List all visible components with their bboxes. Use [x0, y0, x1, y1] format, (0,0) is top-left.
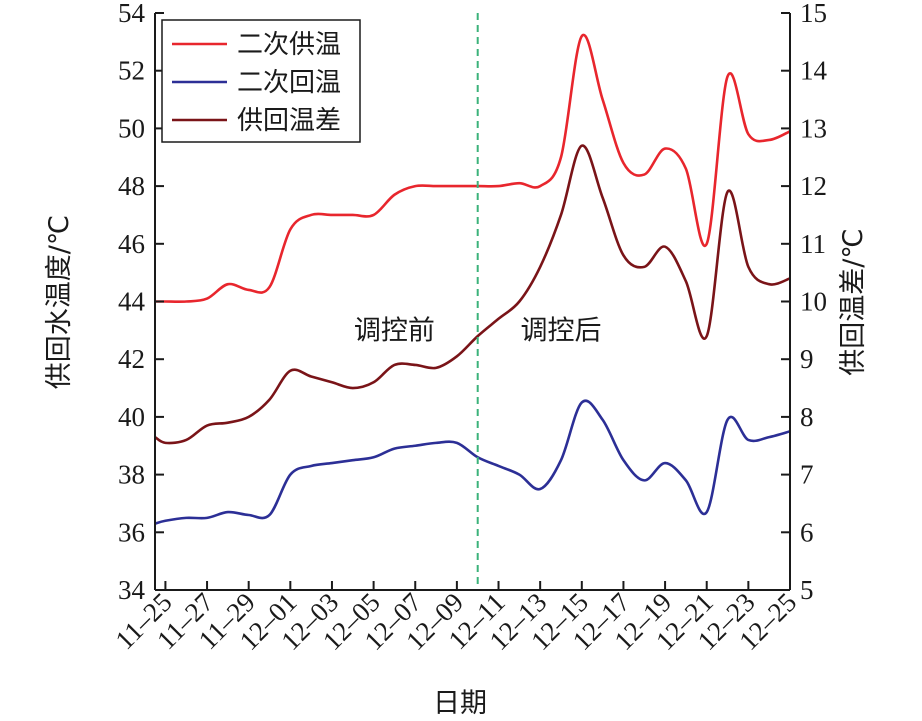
y-right-tick-label: 12 — [800, 171, 827, 201]
y-left-tick-label: 36 — [118, 517, 145, 547]
y-right-tick-label: 11 — [800, 229, 826, 259]
y-axis-right-title: 供回温差/℃ — [838, 228, 869, 375]
legend-label-1: 二次供温 — [237, 30, 341, 60]
y-right-tick-label: 15 — [800, 0, 827, 28]
annotation-1: 调控前 — [354, 315, 435, 346]
series-line-1 — [155, 33, 790, 304]
y-axis-left-title: 供回水温度/℃ — [44, 215, 75, 389]
y-right-tick-label: 6 — [800, 517, 814, 547]
legend-label-3: 供回温差 — [237, 106, 341, 136]
y-left-tick-label: 52 — [118, 56, 145, 86]
y-left-tick-label: 38 — [118, 460, 145, 490]
legend-label-2: 二次回温 — [237, 68, 341, 98]
y-right-tick-label: 10 — [800, 287, 827, 317]
y-left-tick-label: 46 — [118, 229, 145, 259]
series-line-3 — [155, 144, 790, 445]
y-right-tick-label: 9 — [800, 344, 814, 374]
series-group — [155, 33, 790, 525]
y-left-tick-label: 48 — [118, 171, 145, 201]
series-line-2 — [155, 399, 790, 525]
y-left-tick-label: 44 — [118, 287, 146, 317]
y-right-tick-label: 5 — [800, 575, 814, 605]
y-left-tick-label: 42 — [118, 344, 145, 374]
y-left-tick-label: 34 — [118, 575, 146, 605]
axes — [154, 12, 791, 591]
y-right-tick-label: 7 — [800, 460, 814, 490]
x-axis-title: 日期 — [433, 688, 487, 719]
y-left-tick-label: 40 — [118, 402, 145, 432]
y-left-tick-label: 54 — [118, 0, 146, 28]
y-right-tick-label: 14 — [800, 56, 828, 86]
y-right-tick-label: 8 — [800, 402, 814, 432]
y-left-tick-label: 50 — [118, 113, 145, 143]
series-layer — [155, 13, 790, 590]
annotations: 调控前 调控后 — [354, 315, 602, 346]
annotation-2: 调控后 — [520, 315, 601, 346]
y-right-tick-label: 13 — [800, 113, 827, 143]
